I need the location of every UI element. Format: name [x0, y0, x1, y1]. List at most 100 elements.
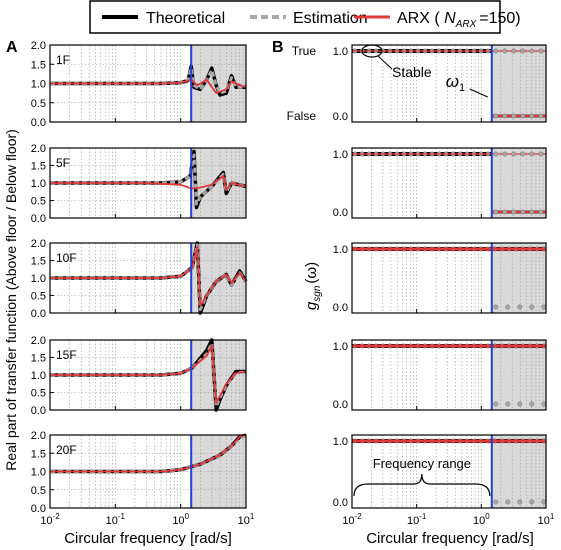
panel-b-xtick-label: 10-1	[407, 512, 427, 527]
panel-b-plots: 0.0 1.0 True False Stable ω1 0.0 1.0 0.0 1.0 0.0 1.…	[287, 44, 555, 527]
series-estimation-point	[529, 48, 535, 54]
panel-a-ytick-label: 1.0	[31, 178, 46, 190]
series-estimation-point	[520, 48, 526, 54]
panel-b-axes-frame	[351, 339, 547, 411]
stable-annotation: Stable	[392, 64, 432, 80]
panel-b-xtick-label: 10-2	[342, 512, 362, 527]
panel-b-ytick-label: 1.0	[333, 149, 348, 161]
panel-a-ytick-label: 2.0	[31, 143, 46, 155]
panel-a-ytick-label: 1.5	[31, 256, 46, 268]
series-estimation-point	[493, 401, 499, 407]
series-estimation-point	[517, 401, 523, 407]
series-estimation-point	[538, 48, 544, 54]
panel-b-shaded-region	[491, 148, 546, 218]
panel-a-ytick-label: 1.5	[31, 59, 46, 71]
stable-pointer	[377, 55, 393, 70]
panel-a-subplot-20F: 0.0 0.5 1.0 1.5 2.0 20F 10-2 10-1 100 101	[31, 430, 255, 527]
series-estimation-point	[493, 48, 499, 54]
series-estimation-point	[541, 401, 547, 407]
panel-a-xtick-label: 101	[238, 512, 255, 527]
series-estimation-point	[502, 151, 508, 157]
series-estimation-point	[529, 304, 535, 310]
series-estimation-point	[505, 401, 511, 407]
panel-a-ytick-label: 2.0	[31, 430, 46, 442]
series-estimation-point	[493, 151, 499, 157]
panel-b-subplot-10F: 0.0 1.0	[333, 242, 547, 314]
series-estimation-point	[517, 499, 523, 505]
series-estimation-point	[520, 113, 526, 119]
panel-a-subplot-label: 1F	[56, 53, 70, 67]
series-estimation-point	[511, 209, 517, 215]
series-arx-20F	[50, 434, 247, 473]
legend-label-arx: ARX ( NARX =150)	[397, 10, 521, 30]
panel-a-ytick-label: 2.0	[31, 40, 46, 52]
panel-a-ytick-label: 1.5	[31, 353, 46, 365]
panel-b-ytick-label: 0.0	[333, 207, 348, 219]
series-estimation-point	[493, 209, 499, 215]
panel-b-shaded-region	[491, 243, 546, 313]
series-estimation-point	[529, 499, 535, 505]
panel-a-ytick-label: 0.0	[31, 503, 46, 515]
series-estimation-point	[538, 113, 544, 119]
panel-b-ytick-label: 1.0	[333, 46, 348, 58]
series-estimation-point	[502, 48, 508, 54]
panel-b-false-label: False	[287, 109, 317, 123]
panel-b-ytick-label: 0.0	[333, 497, 348, 509]
series-arx-15F	[50, 344, 247, 404]
panel-b-shaded-region	[491, 340, 546, 410]
panel-b-ytick-label: 1.0	[333, 436, 348, 448]
panel-a-subplot-label: 20F	[56, 443, 77, 457]
series-estimation-point	[502, 209, 508, 215]
panel-a-ytick-label: 0.5	[31, 388, 46, 400]
panel-a-ytick-label: 0.0	[31, 405, 46, 417]
panel-a-subplot-15F: 0.0 0.5 1.0 1.5 2.0 15F	[31, 335, 247, 417]
legend-frame	[89, 0, 501, 34]
series-estimation-point	[529, 401, 535, 407]
panel-b-ytick-label: 1.0	[333, 244, 348, 256]
panel-b-subplot-15F: 0.0 1.0	[333, 339, 547, 411]
panel-b-ytick-label: 0.0	[333, 111, 348, 123]
series-estimation-point	[529, 113, 535, 119]
series-estimation-point	[505, 304, 511, 310]
panel-a-axes-frame	[49, 339, 247, 411]
series-arx-5F	[50, 175, 247, 191]
panel-a-ytick-label: 0.5	[31, 485, 46, 497]
panel-b-subplot-20F: 0.0 1.0 10-2 10-1 100 101 Frequency range	[333, 434, 555, 527]
series-estimation-point	[505, 499, 511, 505]
series-estimation-point	[493, 499, 499, 505]
panel-b-subplot-1F: 0.0 1.0 True False Stable ω1	[287, 44, 547, 123]
series-arx-10F	[50, 245, 247, 307]
series-estimation-point	[517, 304, 523, 310]
series-estimation-point	[493, 304, 499, 310]
panel-a-subplot-label: 15F	[56, 348, 77, 362]
panel-a-subplot-5F: 0.0 0.5 1.0 1.5 2.0 5F	[31, 143, 247, 225]
series-estimation-point	[541, 499, 547, 505]
panel-a-axes-frame	[49, 434, 247, 509]
series-arx-1F	[50, 78, 247, 94]
frequency-range-brace	[353, 473, 491, 497]
series-estimation-point	[529, 151, 535, 157]
panel-a-ytick-label: 1.0	[31, 370, 46, 382]
series-estimation-point	[502, 113, 508, 119]
panel-a-ytick-label: 0.0	[31, 308, 46, 320]
panel-a-subplot-1F: 0.0 0.5 1.0 1.5 2.0 1F	[31, 40, 247, 129]
panel-a-ytick-label: 0.5	[31, 98, 46, 110]
panel-b-ytick-label: 1.0	[333, 341, 348, 353]
panel-a-ytick-label: 0.0	[31, 117, 46, 129]
series-estimation-point	[493, 113, 499, 119]
panel-a-subplot-label: 10F	[56, 251, 77, 265]
panel-a-ytick-label: 2.0	[31, 335, 46, 347]
panel-b-true-label: True	[292, 44, 317, 58]
panel-b-axes-frame	[351, 44, 547, 123]
panel-a-ytick-label: 2.0	[31, 238, 46, 250]
panel-b-xlabel: Circular frequency [rad/s]	[366, 530, 534, 547]
panel-a-xtick-label: 10-2	[40, 512, 60, 527]
series-estimation-point	[511, 113, 517, 119]
panel-a-subplot-label: 5F	[56, 156, 70, 170]
panel-label-b: B	[272, 39, 284, 56]
panel-a-xtick-label: 100	[172, 512, 189, 527]
series-estimation-point	[520, 209, 526, 215]
omega-pointer	[469, 88, 488, 98]
panel-b-xtick-label: 101	[538, 512, 555, 527]
